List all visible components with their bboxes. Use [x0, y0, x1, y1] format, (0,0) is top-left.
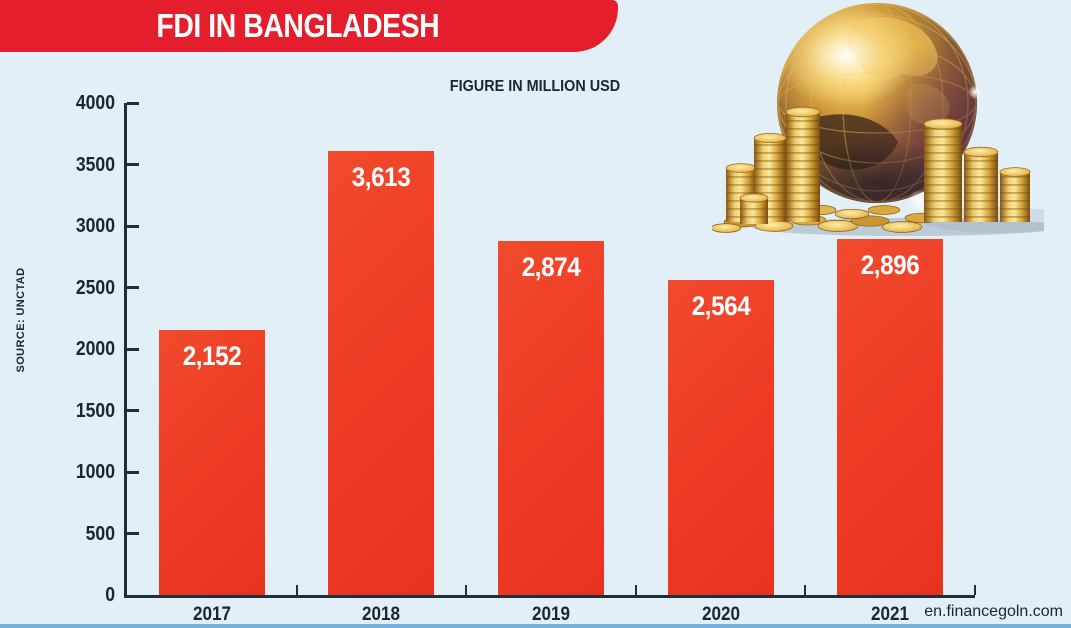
globe-coins-illustration: [712, 3, 1044, 236]
chart-title: FDI IN BANGLADESH: [156, 7, 440, 44]
y-tick-label-2500: 2500: [75, 276, 115, 299]
x-tick-label-2018: 2018: [362, 604, 401, 625]
x-tick-mark-1: [295, 585, 298, 595]
y-tick-label-3500: 3500: [75, 153, 115, 176]
y-tick-label-0: 0: [105, 584, 115, 606]
bar-2019: 2,874: [498, 241, 604, 595]
y-tick-mark-2500: [127, 286, 139, 289]
bar-value-label-2020: 2,564: [691, 290, 750, 321]
y-tick-label-1500: 1500: [75, 399, 115, 422]
x-tick-label-2020: 2020: [701, 604, 740, 625]
x-axis-line: [124, 595, 975, 598]
y-tick-mark-1500: [127, 409, 139, 412]
y-tick-mark-3000: [127, 224, 139, 228]
bar-value-label-2017: 2,152: [182, 341, 242, 372]
y-tick-label-2000: 2000: [75, 338, 115, 360]
x-tick-label-2019: 2019: [531, 604, 571, 625]
y-tick-mark-3500: [127, 163, 139, 166]
x-tick-mark-5: [974, 585, 976, 595]
chart-subtitle: FIGURE IN MILLION USD: [449, 78, 621, 95]
x-tick-mark-3: [634, 585, 637, 595]
x-tick-label-2017: 2017: [192, 604, 231, 625]
bar-2017: 2,152: [158, 330, 265, 595]
bar-2020: 2,564: [667, 279, 774, 595]
bar-value-label-2021: 2,896: [860, 249, 920, 280]
y-axis-line: [124, 103, 127, 598]
y-tick-mark-500: [127, 532, 139, 535]
bar-2018: 3,613: [328, 150, 435, 595]
bottom-accent-strip: [0, 624, 1071, 628]
bar-2021: 2,896: [837, 238, 944, 595]
y-tick-mark-1000: [127, 470, 139, 474]
y-tick-label-1000: 1000: [75, 461, 115, 483]
x-tick-mark-4: [804, 585, 807, 595]
y-tick-label-3000: 3000: [75, 215, 115, 237]
y-tick-mark-2000: [127, 347, 139, 351]
x-tick-label-2021: 2021: [871, 604, 910, 625]
title-banner: FDI IN BANGLADESH: [0, 0, 618, 52]
y-tick-label-4000: 4000: [75, 92, 115, 114]
y-tick-mark-4000: [127, 101, 139, 105]
bar-value-label-2018: 3,613: [352, 161, 411, 192]
sparkle-highlight: [968, 85, 982, 99]
y-tick-label-500: 500: [85, 522, 115, 545]
bar-value-label-2019: 2,874: [521, 252, 581, 283]
website-label: en.financegoln.com: [924, 603, 1063, 620]
x-tick-mark-2: [465, 585, 468, 595]
coin-stacks: [725, 106, 1031, 224]
